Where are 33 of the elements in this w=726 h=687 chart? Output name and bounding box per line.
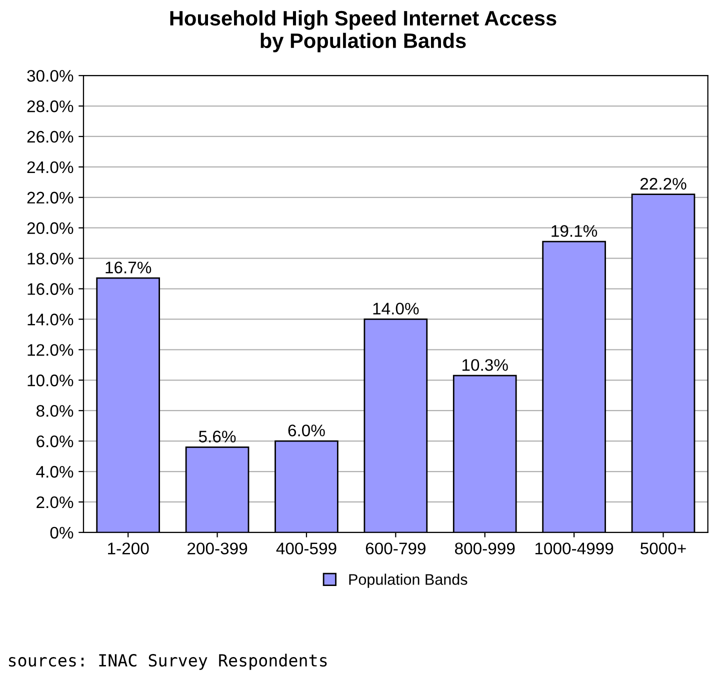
- x-tick-label: 800-999: [455, 542, 515, 554]
- y-tick-label: 20.0%: [27, 222, 74, 234]
- y-tick-label: 18.0%: [28, 252, 74, 265]
- y-tick-label: 22.0%: [27, 192, 74, 204]
- y-tick-label: 16.0%: [28, 283, 74, 295]
- y-tick-label: 2.0%: [36, 496, 74, 508]
- y-tick-label: 4.0%: [36, 466, 74, 478]
- data-label: 22.2%: [640, 178, 686, 190]
- y-tick-label: 14.0%: [28, 314, 74, 326]
- y-tick-label: 24.0%: [27, 161, 74, 174]
- chart-title: Household High Speed Internet Access by Population Bands: [170, 10, 556, 52]
- y-tick-label: 0%: [50, 526, 74, 539]
- data-label: 10.3%: [462, 359, 508, 371]
- data-label: 14.0%: [373, 302, 419, 315]
- data-label: 19.1%: [552, 225, 598, 237]
- y-tick-label: 28.0%: [27, 100, 74, 112]
- data-label: 5.6%: [198, 430, 236, 442]
- y-tick-label: 8.0%: [36, 405, 74, 417]
- data-label: 6.0%: [288, 424, 325, 436]
- x-tick-label: 1-200: [108, 542, 149, 554]
- y-tick-label: 30.0%: [27, 70, 74, 82]
- y-tick-label: 12.0%: [28, 344, 74, 356]
- x-tick-label: 600-799: [366, 542, 426, 554]
- y-tick-label: 26.0%: [27, 130, 74, 143]
- data-label: 16.7%: [106, 262, 152, 274]
- legend-label: Population Bands: [349, 574, 468, 588]
- x-tick-label: 1000-4999: [535, 542, 614, 554]
- x-tick-label: 200-399: [188, 542, 248, 554]
- y-tick-label: 10.0%: [28, 374, 74, 386]
- y-tick-label: 6.0%: [36, 435, 74, 448]
- source-note: sources: INAC Survey Respondents: [8, 654, 327, 670]
- x-tick-label: 400-599: [276, 542, 336, 554]
- x-tick-label: 5000+: [640, 542, 686, 554]
